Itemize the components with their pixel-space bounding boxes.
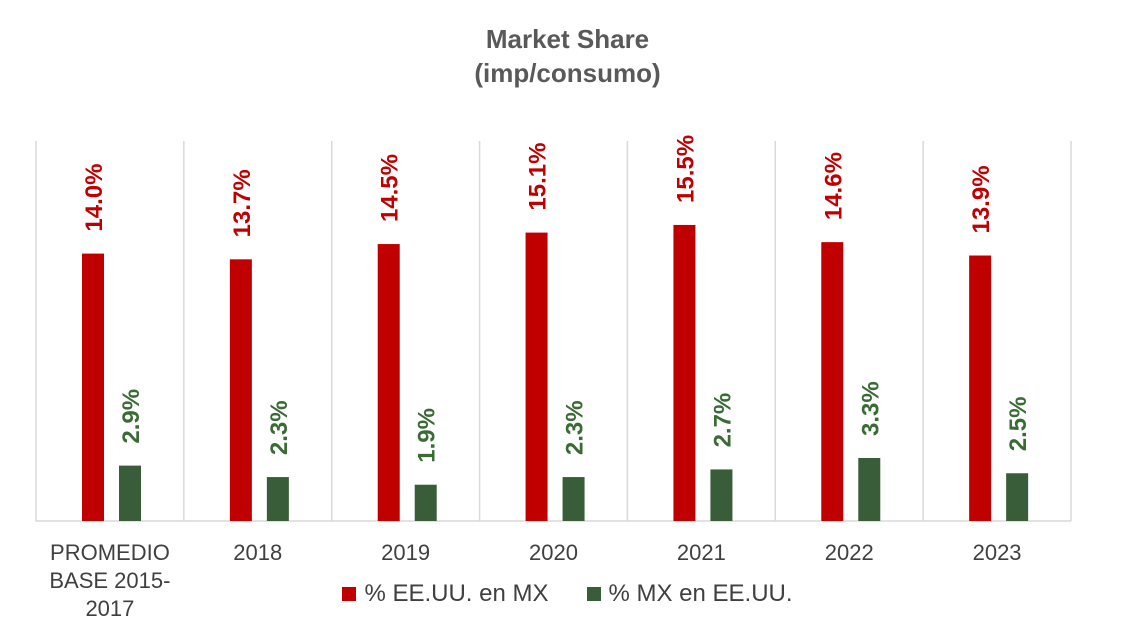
data-label-series-2: 2.7% [709,393,736,448]
legend-label-series-2: % MX en EE.UU. [608,580,793,607]
data-label-series-1: 13.7% [229,169,256,237]
bar-series-1 [82,253,104,521]
legend-label-series-1: % EE.UU. en MX [364,580,549,607]
data-label-series-1: 14.5% [377,154,404,222]
bar-series-2 [710,469,733,521]
x-tick-label: PROMEDIO [50,540,170,565]
legend: % EE.UU. en MX % MX en EE.UU. [0,580,1135,608]
bar-series-1 [229,259,252,521]
data-label-series-1: 15.1% [525,143,552,211]
bar-series-2 [858,457,881,521]
data-label-series-1: 13.9% [968,165,995,233]
x-tick-label: 2022 [825,540,874,565]
bar-series-1 [969,255,992,521]
bar-series-2 [119,465,141,521]
data-label-series-1: 14.0% [81,164,108,232]
legend-item-series-1: % EE.UU. en MX [342,580,549,608]
legend-swatch-series-2 [586,587,601,601]
chart-title: Market Share [485,24,650,54]
data-label-series-1: 15.5% [672,135,699,203]
x-tick-label: 2018 [233,540,282,565]
data-label-series-2: 2.5% [1005,397,1032,452]
x-tick-label: BASE 2015- [49,568,170,593]
chart-title-block: Market Share (imp/consumo) [0,22,1135,90]
bar-series-1 [377,244,400,522]
x-tick-label: 2020 [529,540,578,565]
legend-swatch-series-1 [342,587,357,601]
bar-series-2 [266,477,289,521]
data-label-series-2: 2.3% [562,400,589,455]
bar-series-2 [562,477,585,521]
bar-series-2 [1006,473,1029,521]
legend-item-series-2: % MX en EE.UU. [586,580,793,608]
bar-series-2 [414,484,437,521]
bar-series-1 [821,242,844,521]
chart-subtitle: (imp/consumo) [474,58,661,88]
data-label-series-2: 3.3% [857,381,884,436]
data-label-series-2: 1.9% [414,408,441,463]
bar-series-1 [525,232,548,521]
x-tick-label: 2021 [677,540,726,565]
bar-series-1 [673,224,696,521]
x-tick-label: 2023 [973,540,1022,565]
x-tick-label: 2017 [85,596,134,621]
x-tick-label: 2019 [381,540,430,565]
data-label-series-1: 14.6% [820,152,847,220]
data-label-series-2: 2.3% [266,400,293,455]
data-label-series-2: 2.9% [118,389,145,444]
